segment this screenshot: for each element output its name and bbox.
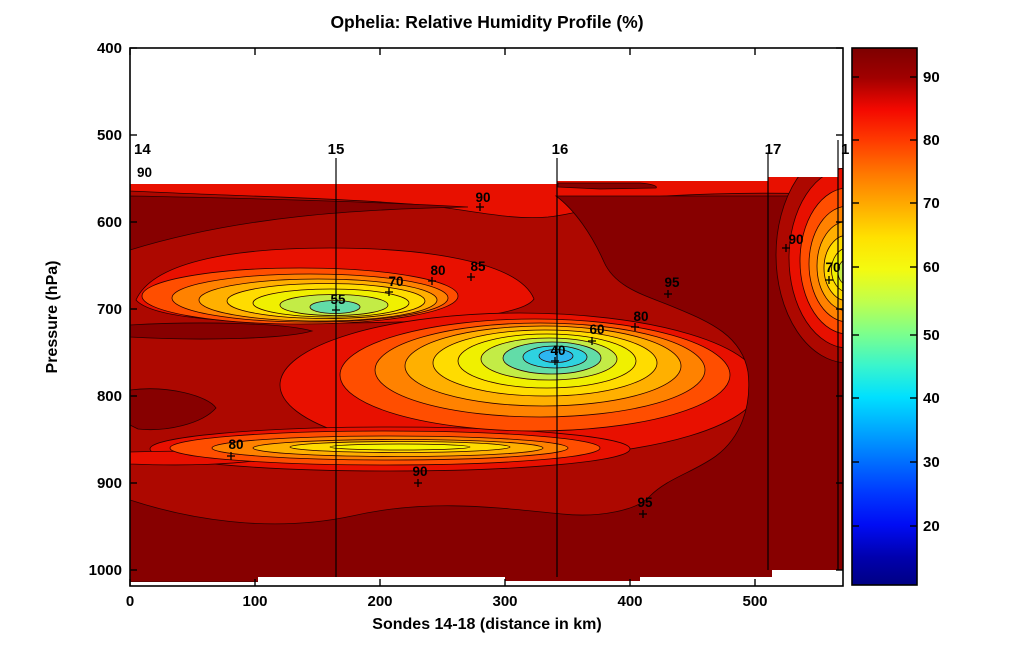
sonde-label-14: 14 (134, 141, 151, 158)
colorbar-tick-labels: 90 80 70 60 50 40 30 20 (923, 69, 940, 535)
contour-field (130, 168, 843, 582)
sonde-track-lines (335, 140, 839, 577)
contour-region-95-wedge (130, 195, 469, 251)
x-tick-label: 100 (242, 593, 267, 610)
contour-region-85-90-top-band (130, 175, 843, 219)
colorbar-tick-label: 20 (923, 518, 940, 535)
contour-label: 40 (550, 343, 565, 358)
x-axis-label: Sondes 14-18 (distance in km) (372, 616, 601, 633)
contour-label: 95 (664, 275, 680, 290)
colorbar-box (851, 47, 918, 586)
colorbar-ticks (852, 76, 917, 527)
chart-title: Ophelia: Relative Humidity Profile (%) (330, 12, 643, 32)
x-tick-label: 200 (367, 593, 392, 610)
colorbar-tick-label: 90 (923, 69, 940, 86)
contour-label: 70 (825, 260, 840, 275)
x-axis-ticks (129, 48, 756, 586)
x-tick-label: 500 (742, 593, 767, 610)
contour-label: 90 (137, 165, 152, 180)
contour-label: 80 (228, 437, 243, 452)
sonde-label-17: 17 (765, 141, 782, 158)
y-tick-label: 1000 (89, 562, 122, 579)
y-axis-label: Pressure (hPa) (44, 261, 61, 374)
contour-labels: 90 90 55 70 80 85 95 60 80 40 80 90 95 9… (137, 165, 841, 518)
x-tick-label: 400 (617, 593, 642, 610)
colorbar-tick-label: 50 (923, 327, 940, 344)
contour-region-95-left-blob (130, 388, 217, 430)
contour-label: 60 (589, 322, 604, 337)
plot-box (129, 47, 844, 587)
contour-label: 90 (475, 190, 490, 205)
contour-label: 95 (637, 495, 653, 510)
contour-label: 70 (388, 274, 403, 289)
sonde-label-15: 15 (328, 141, 345, 158)
colorbar-tick-label: 80 (923, 132, 940, 149)
y-tick-label: 400 (97, 40, 122, 57)
contour-region-95-right-bottom (130, 195, 843, 582)
contour-label: 90 (788, 232, 803, 247)
contour-label: 55 (330, 292, 346, 307)
colorbar-gradient (852, 48, 917, 585)
y-tick-label: 500 (97, 127, 122, 144)
y-tick-label: 900 (97, 475, 122, 492)
contour-label: 90 (412, 464, 427, 479)
colorbar-tick-label: 30 (923, 454, 940, 471)
dry-layer-right-edge-rings (775, 168, 843, 364)
y-tick-label: 600 (97, 214, 122, 231)
y-tick-label: 800 (97, 388, 122, 405)
contour-label: 80 (430, 263, 445, 278)
contour-label: 80 (633, 309, 648, 324)
sonde-number-labels: 14 15 16 17 1 (134, 141, 849, 158)
contour-label: 85 (470, 259, 486, 274)
sonde-label-16: 16 (552, 141, 569, 158)
colorbar: 90 80 70 60 50 40 30 20 (851, 47, 940, 586)
colorbar-tick-label: 70 (923, 195, 940, 212)
colorbar-tick-label: 60 (923, 259, 940, 276)
y-axis-ticks (130, 47, 843, 571)
y-tick-label: 700 (97, 301, 122, 318)
dry-layer-bottom-rings (169, 430, 601, 466)
x-tick-label: 0 (126, 593, 134, 610)
y-tick-labels: 400 500 600 700 800 900 1000 (89, 40, 122, 579)
dry-minimum-left-rings (141, 267, 459, 325)
x-tick-label: 300 (492, 593, 517, 610)
contour-region-95-top-tongue (557, 182, 657, 190)
sonde-label-18-clipped: 1 (841, 141, 849, 158)
contour-region-95-left-streak (130, 322, 314, 340)
contour-label-plus-markers (227, 203, 833, 518)
colorbar-tick-label: 40 (923, 390, 940, 407)
dry-minimum-center-rings (339, 318, 731, 432)
x-tick-labels: 0 100 200 300 400 500 (126, 593, 768, 610)
